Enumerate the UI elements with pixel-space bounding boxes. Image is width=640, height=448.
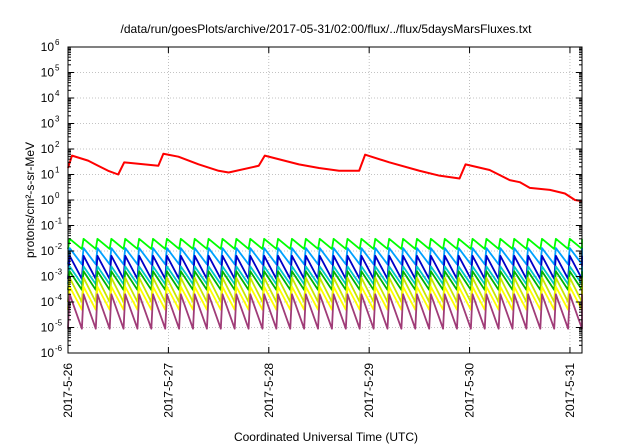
y-tick-exponent: 1 (55, 166, 60, 175)
x-tick-label: 2017-5-31 (563, 363, 577, 418)
y-axis-label: protons/cm²-s-sr-MeV (23, 142, 37, 258)
series-line-2 (67, 237, 583, 250)
chart-title: /data/run/goesPlots/archive/2017-05-31/0… (121, 22, 533, 36)
y-tick-label: 10 (41, 346, 55, 360)
x-tick-label: 2017-5-28 (262, 363, 276, 418)
y-tick-label: 10 (41, 40, 55, 54)
y-tick-exponent: 3 (55, 115, 60, 124)
y-tick-exponent: -2 (55, 242, 63, 251)
y-tick-exponent: 5 (55, 64, 60, 73)
y-tick-exponent: -1 (55, 217, 63, 226)
y-tick-exponent: -4 (55, 293, 63, 302)
y-tick-label: 10 (41, 193, 55, 207)
series-line-9 (67, 293, 583, 330)
y-tick-exponent: -3 (55, 268, 63, 277)
x-tick-label: 2017-5-29 (362, 363, 376, 418)
y-tick-label: 10 (41, 142, 55, 156)
y-tick-label: 10 (41, 244, 55, 258)
y-tick-exponent: 2 (55, 140, 60, 149)
series-line-3 (67, 247, 583, 266)
y-tick-exponent: -6 (55, 344, 63, 353)
y-tick-exponent: 0 (55, 191, 60, 200)
x-tick-label: 2017-5-27 (161, 363, 175, 418)
tick-marks (67, 46, 582, 354)
y-tick-label: 10 (41, 270, 55, 284)
y-tick-label: 10 (41, 117, 55, 131)
y-tick-label: 10 (41, 295, 55, 309)
y-tick-label: 10 (41, 219, 55, 233)
y-tick-label: 10 (41, 91, 55, 105)
x-tick-label: 2017-5-26 (61, 363, 75, 418)
series-group (67, 152, 583, 330)
y-tick-exponent: -5 (55, 319, 63, 328)
x-axis-label: Coordinated Universal Time (UTC) (234, 430, 418, 444)
y-tick-exponent: 6 (55, 38, 60, 47)
y-tick-label: 10 (41, 321, 55, 335)
y-tick-label: 10 (41, 168, 55, 182)
series-line-1 (67, 152, 583, 203)
y-tick-exponent: 4 (55, 89, 60, 98)
y-tick-label: 10 (41, 66, 55, 80)
x-tick-label: 2017-5-30 (463, 363, 477, 418)
tick-labels: 10 -610 -510 -410 -310 -210 -110 010 110 210 310 41… (41, 38, 577, 418)
